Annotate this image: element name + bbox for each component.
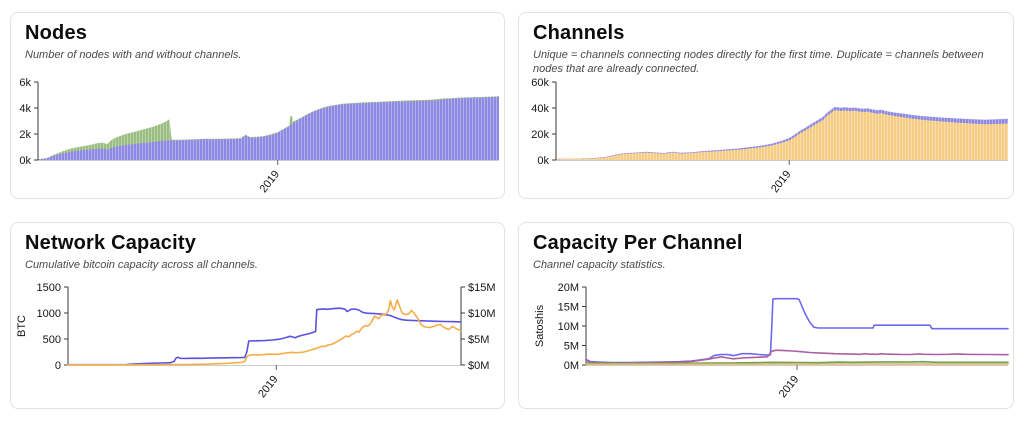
panel-subtitle-channels: Unique = channels connecting nodes direc… [533, 49, 984, 76]
panel-title-channels: Channels [533, 22, 625, 44]
svg-text:5M: 5M [564, 341, 579, 353]
panel-subtitle-capacity-per-channel: Channel capacity statistics. [533, 259, 666, 271]
svg-text:0M: 0M [564, 360, 579, 372]
svg-text:2019: 2019 [258, 168, 283, 195]
svg-text:20M: 20M [558, 282, 579, 294]
capacity-per-channel-line-chart: 0M 5M 10M 15M 20M 2019 Satoshis [534, 282, 1009, 400]
svg-text:Satoshis: Satoshis [534, 304, 546, 347]
panel-subtitle-nodes: Number of nodes with and without channel… [25, 49, 242, 61]
svg-text:1500: 1500 [37, 282, 61, 294]
svg-text:40k: 40k [531, 103, 549, 115]
svg-text:BTC: BTC [16, 315, 28, 337]
nodes-stacked-area-chart: 0k 2k 4k 6k 2019 [19, 77, 499, 195]
svg-text:15M: 15M [558, 302, 579, 314]
channels-stacked-area-chart: 0k 20k 40k 60k 2019 [531, 77, 1008, 195]
svg-text:$10M: $10M [468, 308, 496, 320]
svg-text:2019: 2019 [256, 373, 281, 400]
panel-title-nodes: Nodes [25, 22, 88, 44]
panel-capacity-per-channel: Capacity Per Channel Channel capacity st… [518, 222, 1014, 409]
svg-text:10M: 10M [558, 321, 579, 333]
panel-title-capacity-per-channel: Capacity Per Channel [533, 232, 743, 254]
svg-text:$0M: $0M [468, 360, 489, 372]
svg-text:6k: 6k [19, 77, 31, 89]
svg-text:1000: 1000 [37, 308, 61, 320]
svg-text:$15M: $15M [468, 282, 496, 294]
svg-text:2k: 2k [19, 129, 31, 141]
panel-subtitle-network-capacity: Cumulative bitcoin capacity across all c… [25, 259, 258, 271]
svg-text:20k: 20k [531, 129, 549, 141]
panel-title-network-capacity: Network Capacity [25, 232, 197, 254]
svg-text:0k: 0k [537, 155, 549, 167]
network-capacity-line-chart: 0 500 1000 1500 $0M $5M $10M $15M 2019 BTC [16, 282, 496, 400]
svg-text:4k: 4k [19, 103, 31, 115]
svg-text:2019: 2019 [777, 373, 802, 400]
svg-text:60k: 60k [531, 77, 549, 89]
panel-nodes: Nodes Number of nodes with and without c… [10, 12, 505, 199]
svg-text:0: 0 [55, 360, 61, 372]
panel-network-capacity: Network Capacity Cumulative bitcoin capa… [10, 222, 505, 409]
svg-text:$5M: $5M [468, 334, 489, 346]
svg-text:500: 500 [43, 334, 61, 346]
panel-channels: Channels Unique = channels connecting no… [518, 12, 1014, 199]
svg-text:2019: 2019 [769, 168, 794, 195]
svg-text:0k: 0k [19, 155, 31, 167]
